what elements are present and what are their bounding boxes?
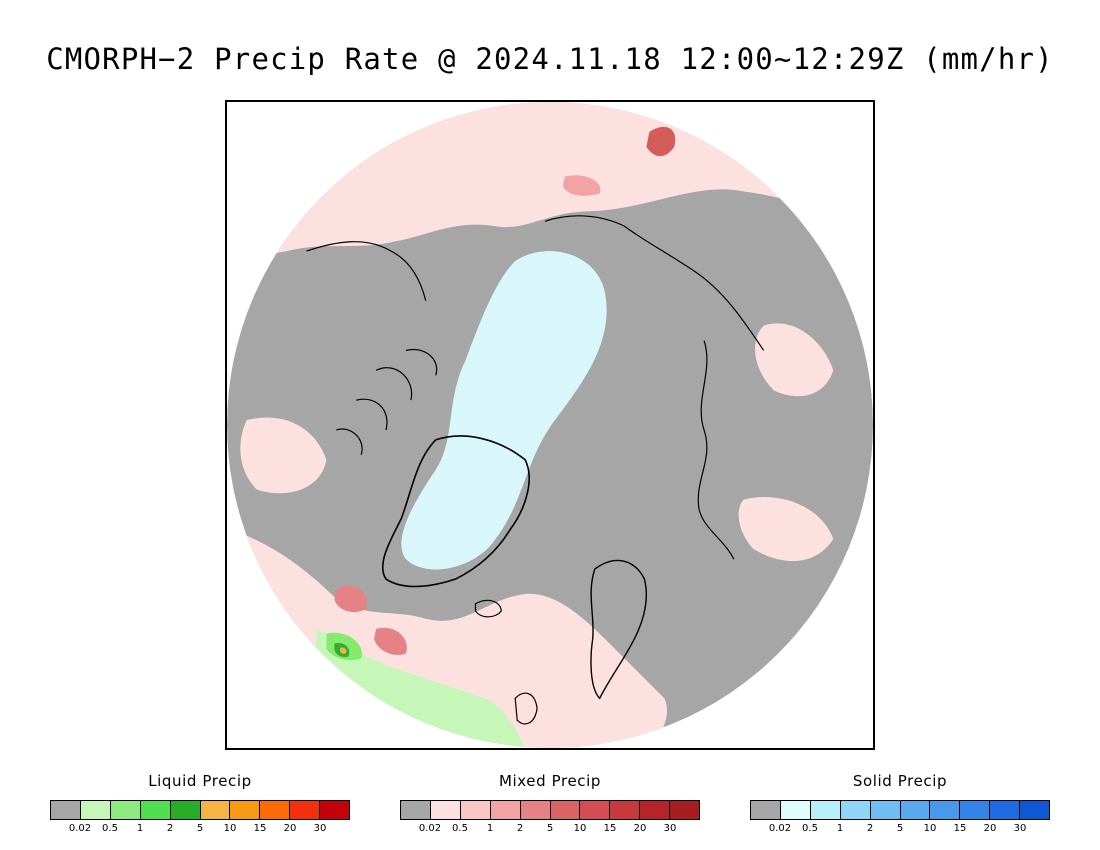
colorbar-tick-label: 1 (136, 823, 144, 834)
mixed-precip-region (755, 323, 834, 397)
colorbar-tick-label: 10 (573, 823, 587, 834)
liquid-precip-extreme (340, 647, 347, 654)
colorbar-swatch-mixed-2 (460, 801, 491, 819)
mixed-precip-heavy (562, 175, 601, 196)
colorbar-swatch-solid-1 (780, 801, 811, 819)
colorbar-solid (750, 800, 1050, 820)
colorbar-tick-label: 0.5 (102, 823, 118, 834)
colorbar-swatch-liquid-5 (200, 801, 231, 819)
mixed-precip-region (240, 417, 327, 494)
mixed-precip-heavy (374, 627, 407, 655)
russia-coastline (697, 340, 735, 560)
legend-title-mixed: Mixed Precip (498, 772, 602, 790)
legend-mixed: Mixed Precip 0.02 0.5 1 2 5 10 15 20 30 (400, 772, 700, 837)
colorbar-tick-label: 2 (516, 823, 524, 834)
colorbar-liquid (50, 800, 350, 820)
colorbar-swatch-liquid-6 (230, 801, 261, 819)
colorbar-tick-label: 5 (896, 823, 904, 834)
colorbar-tick-label: 30 (1013, 823, 1027, 834)
colorbar-swatch-mixed-5 (550, 801, 581, 819)
arctic-archipelago-coastline (336, 348, 438, 456)
colorbar-tick-label: 0.02 (418, 823, 442, 834)
colorbar-tick-label: 1 (486, 823, 494, 834)
colorbar-swatch-solid-6 (930, 801, 961, 819)
colorbar-tick-label: 20 (983, 823, 997, 834)
colorbar-ticks-solid: 0.02 0.5 1 2 5 10 15 20 30 (750, 823, 1050, 837)
map-frame (225, 100, 875, 750)
colorbar-tick-label: 30 (313, 823, 327, 834)
colorbar-swatch-liquid-7 (260, 801, 291, 819)
colorbar-tick-label: 0.02 (68, 823, 92, 834)
colorbar-tick-label: 15 (603, 823, 617, 834)
colorbar-tick-label: 5 (196, 823, 204, 834)
colorbar-swatch-mixed-0 (401, 801, 431, 819)
colorbar-swatch-liquid-9 (320, 801, 350, 819)
colorbar-tick-label: 10 (923, 823, 937, 834)
british-isles-coastline (514, 692, 538, 725)
colorbar-swatch-mixed-9 (670, 801, 700, 819)
colorbar-swatch-solid-8 (990, 801, 1021, 819)
colorbar-tick-label: 20 (633, 823, 647, 834)
colorbar-tick-label: 2 (866, 823, 874, 834)
colorbar-swatch-liquid-3 (140, 801, 171, 819)
colorbar-swatch-liquid-4 (170, 801, 201, 819)
legend-title-liquid: Liquid Precip (148, 772, 252, 790)
colorbar-mixed (400, 800, 700, 820)
colorbar-swatch-solid-3 (840, 801, 871, 819)
siberia-coastline (544, 215, 765, 351)
colorbar-tick-label: 20 (283, 823, 297, 834)
colorbar-tick-label: 10 (223, 823, 237, 834)
colorbar-swatch-liquid-0 (51, 801, 81, 819)
colorbar-swatch-solid-5 (900, 801, 931, 819)
colorbar-tick-label: 15 (253, 823, 267, 834)
mixed-precip-heavy (334, 585, 368, 613)
colorbar-swatch-liquid-8 (290, 801, 321, 819)
colorbar-swatch-liquid-1 (80, 801, 111, 819)
colorbar-swatch-solid-0 (751, 801, 781, 819)
alaska-coastline (306, 241, 427, 301)
colorbar-swatch-solid-9 (1020, 801, 1050, 819)
colorbar-swatch-solid-2 (810, 801, 841, 819)
mixed-precip-heavy (646, 126, 676, 157)
greenland-coastline (381, 435, 530, 588)
legend-solid: Solid Precip 0.02 0.5 1 2 5 10 15 20 30 (750, 772, 1050, 837)
map-title: CMORPH−2 Precip Rate @ 2024.11.18 12:00~… (46, 42, 1054, 76)
colorbar-swatch-mixed-8 (640, 801, 671, 819)
colorbar-swatch-solid-4 (870, 801, 901, 819)
colorbar-ticks-liquid: 0.02 0.5 1 2 5 10 15 20 30 (50, 823, 350, 837)
colorbar-tick-label: 1 (836, 823, 844, 834)
colorbar-swatch-mixed-1 (430, 801, 461, 819)
colorbar-tick-label: 30 (663, 823, 677, 834)
colorbar-ticks-mixed: 0.02 0.5 1 2 5 10 15 20 30 (400, 823, 700, 837)
iceland-coastline (474, 599, 502, 618)
colorbar-tick-label: 2 (166, 823, 174, 834)
colorbar-swatch-solid-7 (960, 801, 991, 819)
mixed-precip-region (738, 496, 834, 562)
colorbar-tick-label: 0.5 (802, 823, 818, 834)
legend-liquid: Liquid Precip 0.02 0.5 1 2 5 10 15 20 30 (50, 772, 350, 837)
solid-precip-region (443, 457, 518, 542)
colorbar-tick-label: 15 (953, 823, 967, 834)
liquid-precip-region (316, 628, 526, 748)
colorbar-tick-label: 0.5 (452, 823, 468, 834)
scandinavia-coastline (590, 559, 648, 700)
colorbar-swatch-mixed-3 (490, 801, 521, 819)
precip-map (227, 102, 873, 748)
colorbar-tick-label: 5 (546, 823, 554, 834)
colorbar-swatch-mixed-4 (520, 801, 551, 819)
colorbar-swatch-mixed-6 (580, 801, 611, 819)
colorbar-swatch-liquid-2 (110, 801, 141, 819)
legend-title-solid: Solid Precip (852, 772, 948, 790)
colorbar-tick-label: 0.02 (768, 823, 792, 834)
colorbar-swatch-mixed-7 (610, 801, 641, 819)
